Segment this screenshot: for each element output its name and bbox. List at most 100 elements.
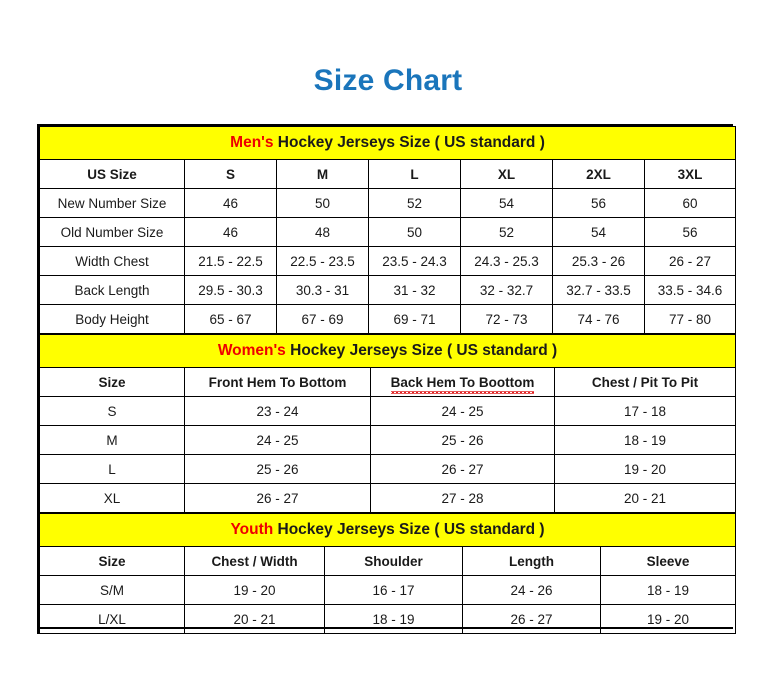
mens-header-m: M (276, 159, 369, 189)
womens-size-table: Women's Hockey Jerseys Size ( US standar… (39, 334, 736, 513)
youth-row-label: S/M (39, 575, 185, 605)
mens-header-us-size: US Size (39, 159, 185, 189)
table-cell: 60 (643, 188, 737, 218)
mens-header-xl: XL (460, 159, 553, 189)
mens-row-label: Body Height (39, 304, 185, 334)
table-cell: 54 (460, 188, 553, 218)
table-row: S/M 19 - 20 16 - 17 24 - 26 18 - 19 (39, 575, 737, 605)
table-cell: 72 - 73 (460, 304, 553, 334)
table-row: Old Number Size 46 48 50 52 54 56 (39, 217, 737, 247)
mens-row-label: New Number Size (39, 188, 185, 218)
table-cell: 30.3 - 31 (276, 275, 369, 305)
mens-size-table: Men's Hockey Jerseys Size ( US standard … (38, 126, 737, 334)
table-cell: 22.5 - 23.5 (276, 246, 369, 276)
womens-banner-accent: Women's (217, 342, 286, 359)
womens-header-chest: Chest / Pit To Pit (554, 367, 736, 397)
mens-header-row: US Size S M L XL 2XL 3XL (39, 159, 737, 189)
table-cell: 29.5 - 30.3 (184, 275, 277, 305)
womens-header-row: Size Front Hem To Bottom Back Hem To Boo… (39, 367, 736, 397)
table-row: S 23 - 24 24 - 25 17 - 18 (39, 396, 736, 426)
youth-header-length: Length (462, 546, 601, 576)
table-cell: 56 (552, 188, 645, 218)
womens-banner-cell: Women's Hockey Jerseys Size ( US standar… (39, 334, 736, 368)
table-cell: 20 - 21 (184, 604, 325, 634)
mens-header-l: L (368, 159, 461, 189)
table-cell: 24 - 25 (370, 396, 555, 426)
size-chart-table-wrapper: Men's Hockey Jerseys Size ( US standard … (37, 124, 737, 634)
table-cell: 20 - 21 (554, 483, 736, 513)
table-cell: 54 (552, 217, 645, 247)
table-cell: 74 - 76 (552, 304, 645, 334)
mens-header-2xl: 2XL (552, 159, 645, 189)
table-cell: 25 - 26 (370, 425, 555, 455)
table-cell: 23.5 - 24.3 (368, 246, 461, 276)
youth-section-banner: Youth Hockey Jerseys Size ( US standard … (38, 513, 737, 547)
table-cell: 21.5 - 22.5 (184, 246, 277, 276)
table-cell: 24 - 25 (184, 425, 371, 455)
table-cell: 26 - 27 (462, 604, 601, 634)
table-cell: 46 (184, 188, 277, 218)
table-cell: 52 (368, 188, 461, 218)
womens-banner-rest: Hockey Jerseys Size ( US standard ) (285, 342, 558, 359)
table-row: Width Chest 21.5 - 22.5 22.5 - 23.5 23.5… (39, 246, 737, 276)
table-cell: 33.5 - 34.6 (643, 275, 737, 305)
womens-header-front-hem: Front Hem To Bottom (184, 367, 371, 397)
table-cell: 69 - 71 (368, 304, 461, 334)
table-cell: 67 - 69 (276, 304, 369, 334)
spellcheck-underline: Back Hem To Boottom (390, 374, 535, 394)
mens-row-label: Old Number Size (39, 217, 185, 247)
table-cell: 24.3 - 25.3 (460, 246, 553, 276)
mens-banner-cell: Men's Hockey Jerseys Size ( US standard … (38, 126, 737, 160)
table-cell: 16 - 17 (324, 575, 463, 605)
table-row: Back Length 29.5 - 30.3 30.3 - 31 31 - 3… (39, 275, 737, 305)
table-cell: 24 - 26 (462, 575, 601, 605)
womens-header-back-hem: Back Hem To Boottom (370, 367, 555, 397)
mens-banner-accent: Men's (230, 134, 274, 151)
table-cell: 18 - 19 (599, 575, 737, 605)
table-cell: 25.3 - 26 (552, 246, 645, 276)
table-cell: 32 - 32.7 (460, 275, 553, 305)
mens-banner-rest: Hockey Jerseys Size ( US standard ) (273, 134, 545, 151)
table-cell: 19 - 20 (554, 454, 736, 484)
table-row: M 24 - 25 25 - 26 18 - 19 (39, 425, 736, 455)
womens-row-label: S (39, 396, 185, 426)
mens-row-label: Back Length (39, 275, 185, 305)
table-cell: 56 (643, 217, 737, 247)
table-cell: 19 - 20 (184, 575, 325, 605)
womens-section-banner: Women's Hockey Jerseys Size ( US standar… (39, 334, 736, 368)
table-row: Body Height 65 - 67 67 - 69 69 - 71 72 -… (39, 304, 737, 334)
table-cell: 46 (184, 217, 277, 247)
table-row: XL 26 - 27 27 - 28 20 - 21 (39, 483, 736, 513)
table-cell: 48 (276, 217, 369, 247)
youth-banner-rest: Hockey Jerseys Size ( US standard ) (273, 521, 545, 538)
youth-banner-accent: Youth (230, 521, 274, 538)
table-bottom-border (37, 627, 733, 629)
youth-header-sleeve: Sleeve (599, 546, 737, 576)
mens-header-s: S (184, 159, 277, 189)
table-cell: 23 - 24 (184, 396, 371, 426)
table-cell: 31 - 32 (368, 275, 461, 305)
womens-row-label: XL (39, 483, 185, 513)
table-cell: 50 (368, 217, 461, 247)
table-cell: 77 - 80 (643, 304, 737, 334)
mens-section-banner: Men's Hockey Jerseys Size ( US standard … (38, 126, 737, 160)
page-title: Size Chart (313, 64, 463, 97)
womens-row-label: L (39, 454, 185, 484)
table-cell: 65 - 67 (184, 304, 277, 334)
mens-row-label: Width Chest (39, 246, 185, 276)
table-row: New Number Size 46 50 52 54 56 60 (39, 188, 737, 218)
table-cell: 52 (460, 217, 553, 247)
youth-header-shoulder: Shoulder (324, 546, 463, 576)
table-row: L 25 - 26 26 - 27 19 - 20 (39, 454, 736, 484)
womens-header-size: Size (39, 367, 185, 397)
womens-row-label: M (39, 425, 185, 455)
table-cell: 25 - 26 (184, 454, 371, 484)
youth-header-size: Size (39, 546, 185, 576)
table-cell: 26 - 27 (643, 246, 737, 276)
table-cell: 18 - 19 (554, 425, 736, 455)
youth-row-label: L/XL (39, 604, 185, 634)
table-cell: 27 - 28 (370, 483, 555, 513)
youth-size-table: Youth Hockey Jerseys Size ( US standard … (38, 513, 737, 634)
youth-header-chest: Chest / Width (184, 546, 325, 576)
